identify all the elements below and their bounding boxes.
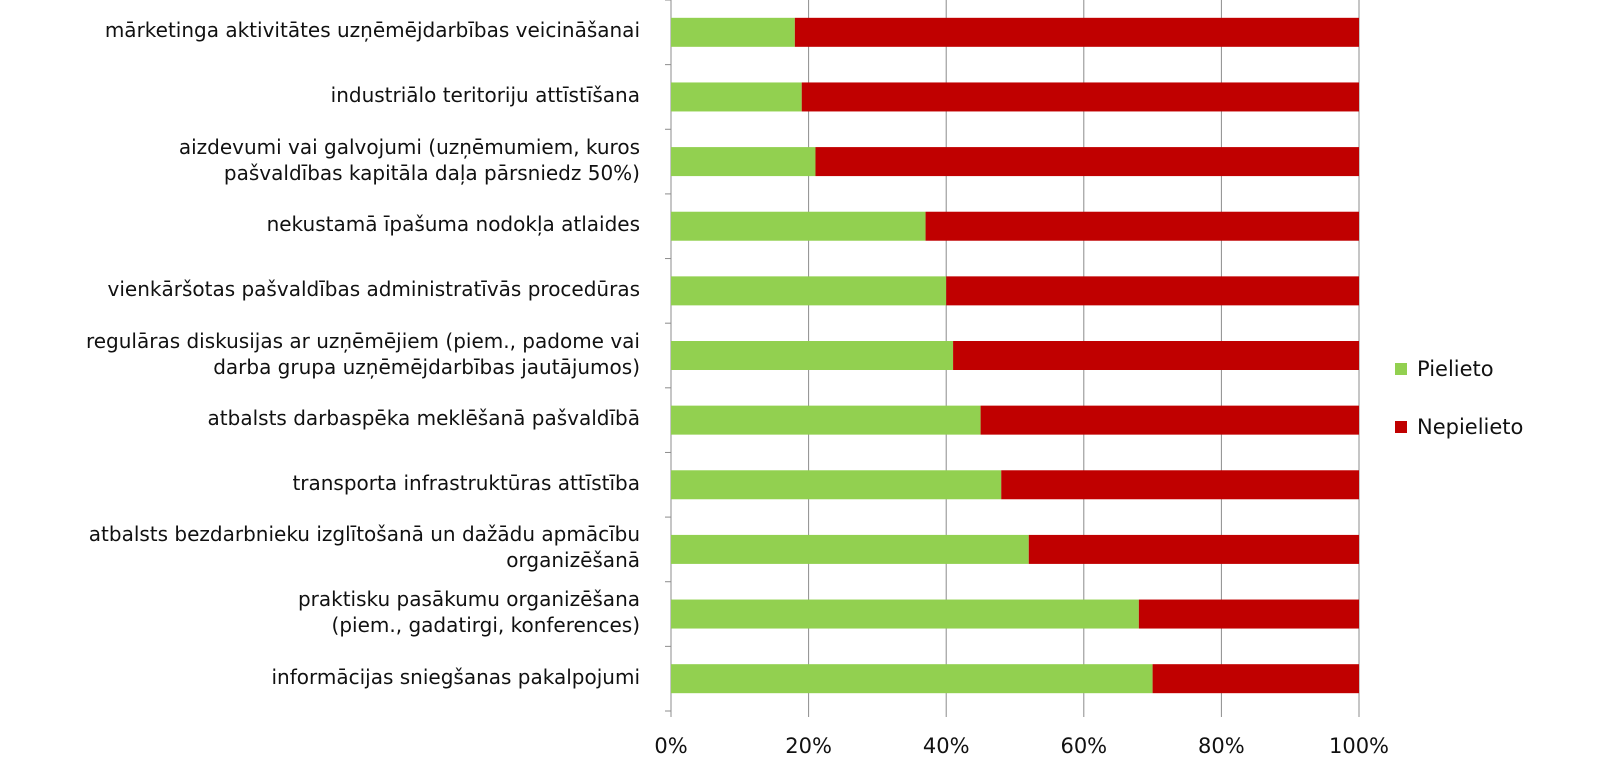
legend-label: Nepielieto (1417, 415, 1524, 439)
tick-label: 20% (785, 734, 832, 758)
bar-nepielieto-7 (1001, 470, 1359, 500)
tick-label: 60% (1060, 734, 1108, 758)
bar-pielieto-5 (671, 341, 954, 370)
category-label: atbalsts darbaspēka meklēšanā pašvaldībā (207, 406, 640, 431)
bar-pielieto-10 (671, 664, 1153, 694)
category-label: praktisku pasākumu organizēšana (piem., … (297, 587, 640, 638)
bar-pielieto-1 (671, 82, 802, 112)
legend-item: Pielieto (1395, 354, 1523, 384)
bar-nepielieto-9 (1138, 599, 1359, 629)
bar-pielieto-2 (671, 147, 816, 177)
bar-nepielieto-8 (1028, 534, 1359, 564)
bar-nepielieto-3 (925, 211, 1359, 241)
category-label: informācijas sniegšanas pakalpojumi (271, 664, 641, 689)
category-label: transporta infrastruktūras attīstība (292, 470, 640, 495)
bar-pielieto-6 (671, 405, 981, 435)
legend-swatch (1395, 421, 1407, 433)
legend-label: Pielieto (1417, 357, 1494, 381)
tick-label: 40% (922, 734, 970, 758)
legend: Pielieto Nepielieto (1395, 354, 1523, 470)
category-label: mārketinga aktivitātes uzņēmējdarbības v… (104, 18, 640, 43)
bar-nepielieto-2 (815, 147, 1359, 177)
category-label: vienkāršotas pašvaldības administratīvās… (107, 276, 640, 301)
bar-pielieto-3 (671, 211, 926, 241)
legend-swatch (1395, 363, 1407, 375)
bar-pielieto-4 (671, 276, 947, 306)
tick-label: 100% (1328, 734, 1390, 758)
category-label: regulāras diskusijas ar uzņēmējiem (piem… (85, 328, 640, 379)
category-label: atbalsts bezdarbnieku izglītošanā un daž… (88, 522, 640, 573)
legend-item: Nepielieto (1395, 412, 1523, 442)
bar-nepielieto-1 (801, 82, 1359, 112)
bar-pielieto-9 (671, 599, 1139, 629)
bar-nepielieto-4 (946, 276, 1359, 306)
bar-pielieto-0 (671, 17, 795, 47)
bar-nepielieto-6 (980, 405, 1359, 435)
bar-pielieto-8 (671, 534, 1029, 564)
bar-nepielieto-0 (794, 17, 1359, 47)
category-label: aizdevumi vai galvojumi (uzņēmumiem, kur… (178, 134, 640, 185)
category-label: nekustamā īpašuma nodokļa atlaides (266, 212, 640, 237)
bar-nepielieto-5 (953, 341, 1359, 370)
category-label: industriālo teritoriju attīstīšana (330, 82, 640, 107)
bar-nepielieto-10 (1152, 664, 1359, 694)
bar-pielieto-7 (671, 470, 1002, 500)
tick-label: 80% (1198, 734, 1245, 758)
tick-label: 0% (654, 734, 688, 758)
